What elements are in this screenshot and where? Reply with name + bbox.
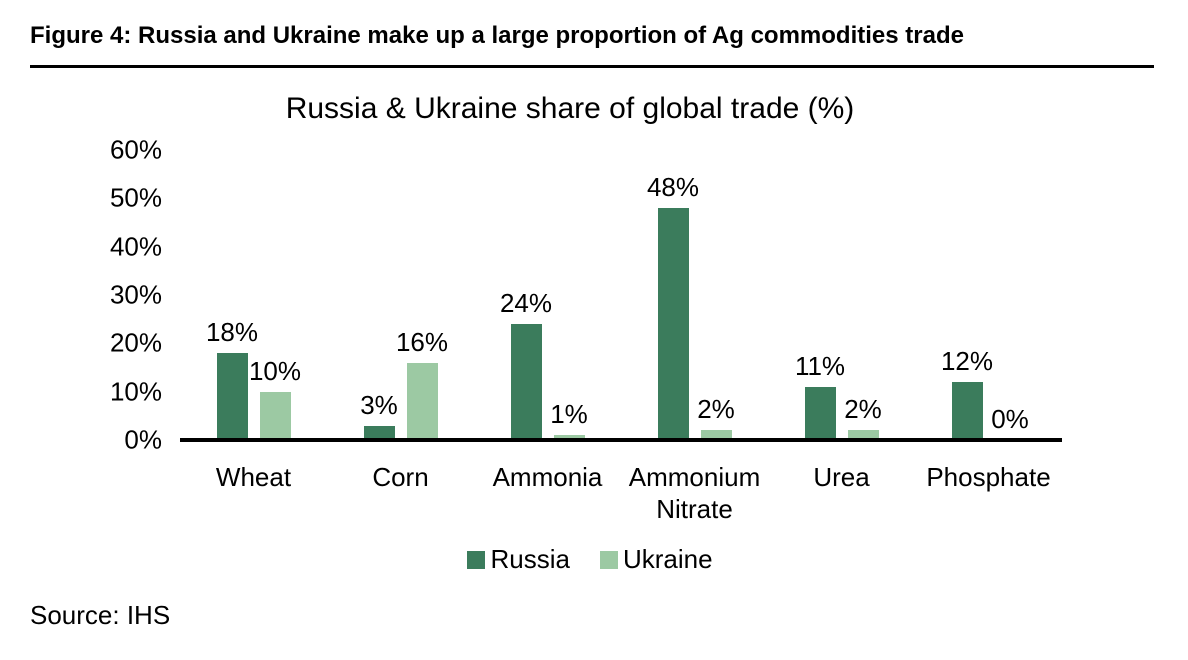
bar-russia-ammonium-nitrate: 48% xyxy=(647,172,699,440)
legend-swatch-ukraine xyxy=(599,550,618,569)
y-tick-label-60: 60% xyxy=(109,134,162,165)
x-axis-label-corn: Corn xyxy=(372,462,429,492)
bar-value-label-ukraine-phosphate: 0% xyxy=(991,404,1029,434)
header-rule xyxy=(30,65,1154,68)
legend-label-russia: Russia xyxy=(490,544,570,574)
y-tick-label-0: 0% xyxy=(124,424,162,455)
bar-russia-wheat: 18% xyxy=(206,317,258,440)
legend-label-ukraine: Ukraine xyxy=(622,544,713,574)
bar-russia-ammonia: 24% xyxy=(500,288,552,440)
x-axis-line xyxy=(180,438,1062,442)
y-tick-label-30: 30% xyxy=(109,279,162,310)
x-axis-label-ammonium-nitrate: Ammonium Nitrate xyxy=(628,462,761,524)
bar-value-label-ukraine-corn: 16% xyxy=(395,326,449,357)
bar-value-label-russia-ammonium-nitrate: 48% xyxy=(646,172,700,202)
bar-value-label-ukraine-ammonium-nitrate: 2% xyxy=(697,394,735,425)
bar-group-urea: 11% 2% xyxy=(768,150,915,440)
bar-russia-urea: 11% xyxy=(795,351,845,440)
bar-value-label-russia-phosphate: 12% xyxy=(940,346,994,376)
figure-title: Figure 4: Russia and Ukraine make up a l… xyxy=(30,22,964,49)
y-tick-label-20: 20% xyxy=(109,327,162,358)
bar-ukraine-corn: 16% xyxy=(396,327,448,440)
bar-value-label-ukraine-ammonia: 1% xyxy=(550,399,588,430)
chart-title: Russia & Ukraine share of global trade (… xyxy=(285,92,855,125)
plot-area: 18% 10% 3% 16% 24% 1% 48% 2% 11% 2% 12% 0% xyxy=(180,150,1062,440)
legend-swatch-russia xyxy=(467,550,486,569)
bar-group-ammonium-nitrate: 48% 2% xyxy=(621,150,768,440)
bar-russia-phosphate: 12% xyxy=(941,346,993,440)
bar-group-ammonia: 24% 1% xyxy=(474,150,621,440)
y-axis: 0% 10% 20% 30% 40% 50% 60% xyxy=(0,0,162,460)
bar-ukraine-ammonia: 1% xyxy=(550,399,588,440)
bar-value-label-russia-corn: 3% xyxy=(360,389,398,420)
legend-item-russia: Russia xyxy=(467,544,570,575)
legend-item-ukraine: Ukraine xyxy=(599,544,713,575)
bar-russia-corn: 3% xyxy=(360,390,398,440)
bar-ukraine-ammonium-nitrate: 2% xyxy=(697,394,735,440)
bar-ukraine-wheat: 10% xyxy=(249,356,301,440)
bar-value-label-ukraine-urea: 2% xyxy=(844,394,882,425)
legend: Russia Ukraine xyxy=(130,544,1050,575)
x-axis-label-wheat: Wheat xyxy=(215,462,292,492)
y-tick-label-40: 40% xyxy=(109,231,162,262)
bar-ukraine-urea: 2% xyxy=(844,394,882,440)
x-axis-label-phosphate: Phosphate xyxy=(926,462,1051,492)
bar-group-phosphate: 12% 0% xyxy=(915,150,1062,440)
bar-group-corn: 3% 16% xyxy=(327,150,474,440)
bar-group-wheat: 18% 10% xyxy=(180,150,327,440)
bar-value-label-russia-urea: 11% xyxy=(794,350,846,381)
bar-value-label-russia-wheat: 18% xyxy=(205,317,259,347)
x-axis-label-ammonia: Ammonia xyxy=(492,462,603,492)
y-tick-label-10: 10% xyxy=(109,376,162,407)
bar-value-label-russia-ammonia: 24% xyxy=(499,288,553,318)
source-note: Source: IHS xyxy=(30,600,171,630)
bar-value-label-ukraine-wheat: 10% xyxy=(248,355,302,386)
x-axis-label-urea: Urea xyxy=(813,462,870,492)
y-tick-label-50: 50% xyxy=(109,182,162,213)
